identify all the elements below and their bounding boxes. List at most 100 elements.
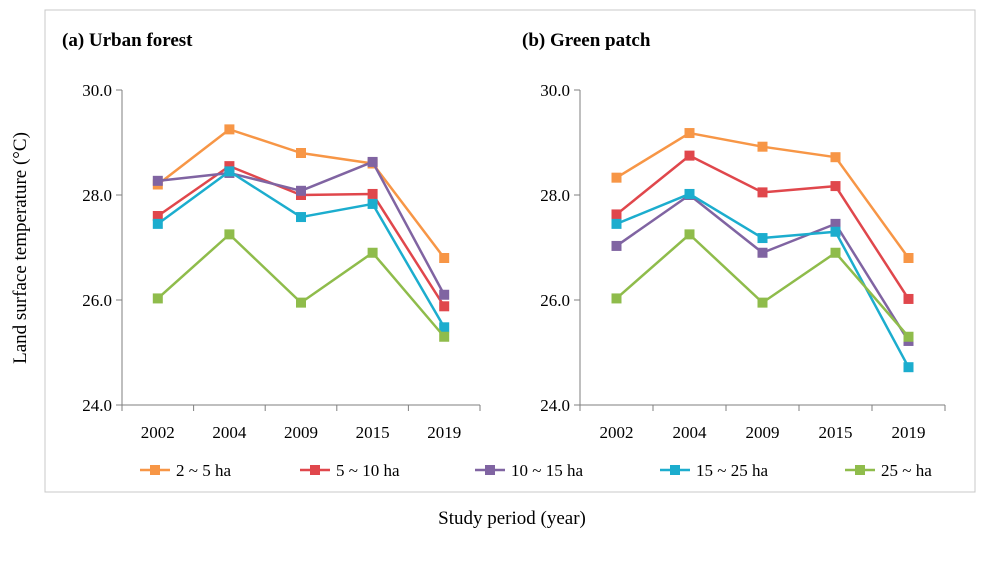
axes-green-patch: [579, 90, 945, 406]
data-point: [684, 150, 695, 161]
data-point: [224, 161, 235, 172]
x-tick-label: 2019: [427, 423, 461, 442]
series-25-ha: [152, 229, 450, 342]
data-point: [684, 229, 695, 240]
x-tick-label: 2015: [819, 423, 853, 442]
series-line: [616, 192, 910, 368]
x-tick-label: 2009: [746, 423, 780, 442]
legend-swatch-marker: [150, 465, 160, 475]
legend: 2 ~ 5 ha 5 ~ 10 ha 10 ~ 15 ha 15 ~ 25 ha 25 …: [140, 461, 932, 480]
panel-urban-forest: (a) Urban forest 24.026.028.030.0 2002 20…: [62, 30, 481, 442]
data-point: [296, 212, 306, 223]
data-point: [296, 297, 306, 308]
y-tick-label: 24.0: [82, 396, 112, 415]
series-15-25-ha: [611, 188, 914, 373]
legend-label: 15 ~ 25 ha: [696, 461, 768, 480]
y-tick-label: 28.0: [540, 186, 570, 205]
data-point: [830, 226, 841, 237]
data-point: [296, 185, 306, 196]
y-axis-label: Land surface temperature (°C): [10, 132, 31, 364]
series-urban-forest: [152, 124, 450, 342]
x-axis-label: Study period (year): [438, 508, 586, 529]
y-ticks-green-patch: 24.0 26.0 28.0 30.0: [540, 81, 580, 415]
series-10-15-ha: [611, 190, 914, 346]
legend-swatch-marker: [310, 465, 320, 475]
legend-label: 2 ~ 5 ha: [176, 461, 231, 480]
chart-border: [44, 9, 976, 493]
data-point: [611, 172, 622, 183]
data-point: [439, 289, 450, 300]
data-point: [439, 253, 450, 263]
legend-swatch-marker: [670, 465, 680, 475]
series-10-15-ha: [152, 156, 450, 300]
data-point: [367, 198, 378, 209]
legend-item-25-ha: 25 ~ ha: [845, 461, 932, 480]
y-tick-label: 30.0: [82, 81, 112, 100]
data-point: [152, 293, 163, 304]
series-15-25-ha: [152, 166, 450, 333]
data-point: [224, 166, 235, 177]
series-line: [615, 154, 910, 300]
data-point: [611, 218, 622, 229]
y-ticks-urban-forest: 24.0 26.0 28.0 30.0: [82, 81, 122, 415]
data-point: [611, 209, 622, 220]
data-point: [830, 152, 841, 163]
legend-label: 10 ~ 15 ha: [511, 461, 583, 480]
data-point: [224, 229, 235, 240]
legend-swatch-marker: [855, 465, 865, 475]
data-point: [152, 218, 163, 229]
y-tick-label: 26.0: [82, 291, 112, 310]
data-point: [224, 124, 235, 135]
data-point: [757, 297, 768, 308]
data-point: [684, 188, 695, 199]
data-point: [152, 211, 163, 221]
data-point: [611, 240, 622, 251]
series-25-ha: [611, 229, 914, 342]
panel-title-urban-forest: (a) Urban forest: [62, 30, 193, 51]
data-point: [903, 253, 914, 263]
series-line: [157, 160, 446, 296]
x-tick-label: 2019: [892, 423, 926, 442]
data-point: [611, 293, 622, 304]
series-line: [156, 233, 446, 338]
data-point: [757, 247, 768, 258]
data-point: [903, 293, 914, 304]
x-tick-label: 2004: [212, 423, 247, 442]
data-point: [903, 362, 914, 373]
data-point: [830, 218, 841, 229]
data-point: [757, 233, 768, 244]
data-point: [367, 188, 378, 199]
x-tick-label: 2002: [141, 423, 175, 442]
data-point: [903, 331, 914, 342]
x-ticks-urban-forest: 2002 2004 2009 2015 2019: [121, 405, 481, 442]
data-point: [367, 247, 378, 258]
series-green-patch: [611, 128, 914, 373]
data-point: [439, 301, 450, 312]
data-point: [757, 141, 768, 152]
legend-item-15-25-ha: 15 ~ 25 ha: [660, 461, 768, 480]
x-tick-label: 2002: [600, 423, 634, 442]
data-point: [830, 181, 841, 192]
x-tick-label: 2009: [284, 423, 318, 442]
data-point: [439, 331, 450, 342]
x-tick-label: 2004: [673, 423, 708, 442]
y-tick-label: 28.0: [82, 186, 112, 205]
legend-item-10-15-ha: 10 ~ 15 ha: [475, 461, 583, 480]
panel-title-green-patch: (b) Green patch: [522, 30, 651, 51]
legend-label: 25 ~ ha: [881, 461, 932, 480]
legend-item-5-10-ha: 5 ~ 10 ha: [300, 461, 400, 480]
series-2-5-ha: [611, 128, 914, 263]
legend-item-2-5-ha: 2 ~ 5 ha: [140, 461, 231, 480]
axes-urban-forest: [121, 90, 480, 406]
y-tick-label: 24.0: [540, 396, 570, 415]
x-ticks-green-patch: 2002 2004 2009 2015 2019: [579, 405, 946, 442]
data-point: [367, 156, 378, 167]
x-tick-label: 2015: [356, 423, 390, 442]
data-point: [296, 148, 306, 158]
legend-swatch-marker: [485, 465, 495, 475]
y-tick-label: 26.0: [540, 291, 570, 310]
data-point: [830, 247, 841, 258]
data-point: [152, 175, 163, 186]
